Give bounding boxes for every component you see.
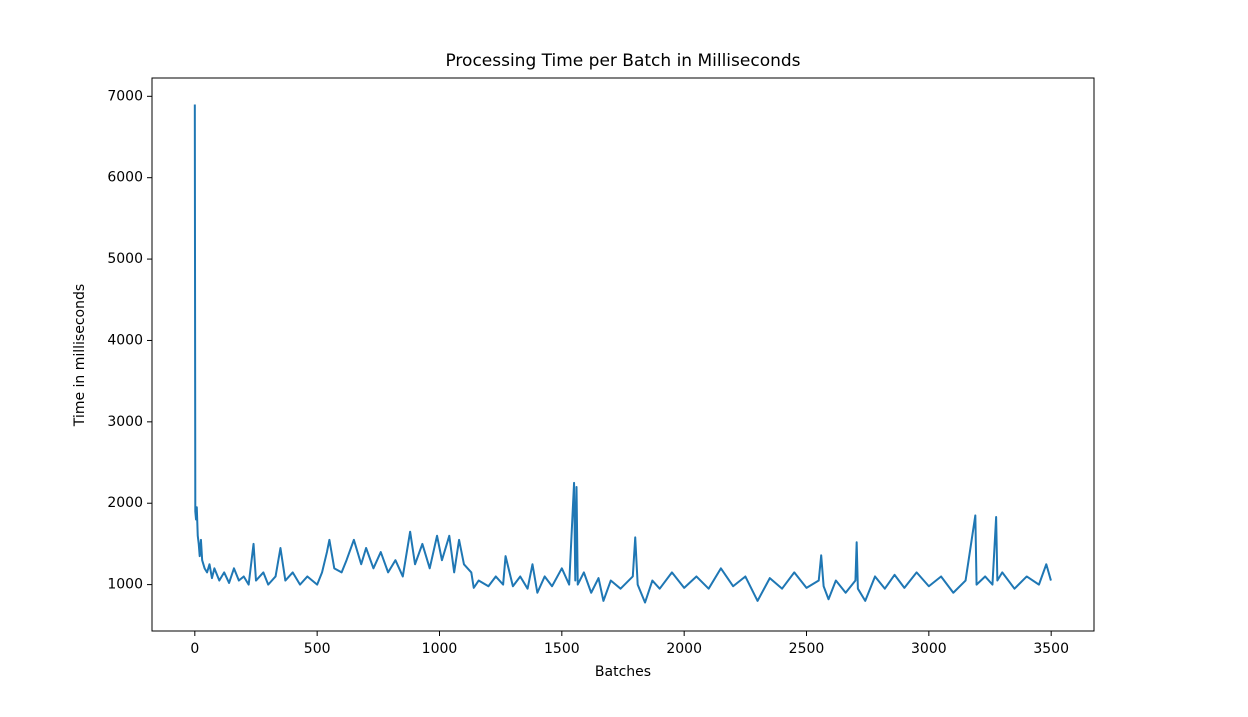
y-tick-label: 7000 xyxy=(107,88,143,104)
x-tick-label: 0 xyxy=(190,641,199,657)
x-tick-label: 2500 xyxy=(789,641,825,657)
plot-frame xyxy=(151,77,1095,632)
x-axis-label: Batches xyxy=(595,664,651,680)
y-tick-label: 1000 xyxy=(107,577,143,593)
data-line xyxy=(193,104,1052,604)
y-tick-label: 6000 xyxy=(107,170,143,186)
y-axis-label: Time in milliseconds xyxy=(72,284,88,427)
x-tick-label: 2000 xyxy=(666,641,702,657)
x-tick-label: 3500 xyxy=(1033,641,1069,657)
x-tick-label: 500 xyxy=(304,641,331,657)
x-tick-label: 1500 xyxy=(544,641,580,657)
y-tick-label: 2000 xyxy=(107,495,143,511)
chart-title: Processing Time per Batch in Millisecond… xyxy=(445,51,800,71)
y-tick-label: 5000 xyxy=(107,251,143,267)
x-tick-label: 1000 xyxy=(422,641,458,657)
x-tick-label: 3000 xyxy=(911,641,947,657)
y-tick-label: 3000 xyxy=(107,414,143,430)
y-tick-label: 4000 xyxy=(107,332,143,348)
